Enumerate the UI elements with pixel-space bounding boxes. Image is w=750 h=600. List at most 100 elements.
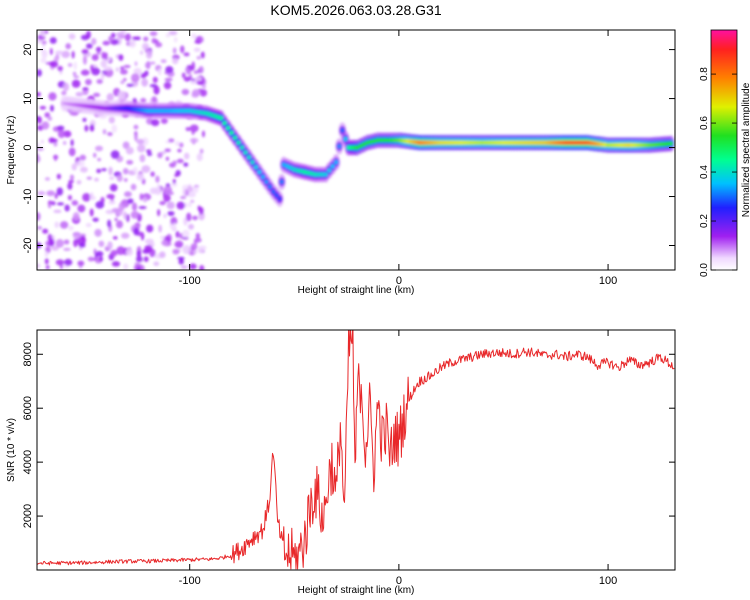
snr-y-ticks: 2000 4000 6000 8000: [22, 342, 675, 528]
spectrogram-ridge-core: [285, 164, 290, 169]
figure-title: KOM5.2026.063.03.28.G31: [270, 2, 441, 18]
spectrogram-ridge-core: [393, 138, 398, 143]
spectrogram-noise-blob: [87, 256, 95, 262]
spectrogram-noise-blob: [110, 38, 119, 45]
spectrogram-noise-blob: [200, 51, 205, 59]
spectrogram-noise-blob: [54, 193, 58, 199]
spectrogram-noise-blob: [110, 249, 118, 257]
spectrogram-ridge-core: [368, 139, 374, 145]
spectrogram-ridge-core: [668, 141, 674, 146]
spectrogram-noise-blob: [104, 52, 108, 61]
spectrogram-noise-blob: [49, 48, 53, 55]
spectrogram-noise-blob: [182, 229, 190, 238]
spectrogram-noise-blob: [114, 217, 118, 222]
spectrogram-ridge-core: [340, 128, 345, 133]
spectrogram-noise-blob: [104, 68, 114, 78]
spectrogram-noise-blob: [160, 59, 167, 64]
spectrogram-ridge-core: [302, 169, 307, 175]
spectrogram-noise-blob: [191, 61, 196, 71]
spectrogram-noise-blob: [79, 242, 86, 248]
spectrogram-ridge-core: [309, 171, 314, 176]
spectrogram-noise-blob: [157, 68, 162, 76]
spectrogram-noise-blob: [164, 148, 171, 153]
spectrogram-noise-blob: [108, 200, 116, 205]
spectrogram-noise-blob: [191, 33, 197, 39]
spectrogram-noise-blob: [196, 56, 201, 60]
spectrogram-noise-blob: [133, 81, 139, 86]
snr-series-line: [37, 330, 675, 570]
spectrogram-noise-blob: [168, 138, 175, 143]
spectrogram-noise-blob: [155, 175, 160, 183]
spectrogram-noise-blob: [199, 89, 208, 97]
spectrogram-noise-blob: [95, 46, 102, 53]
spectrogram-noise-blob: [179, 45, 185, 54]
spectrogram-noise-blob: [153, 261, 160, 267]
spectrogram-noise-blob: [174, 173, 179, 178]
spectrogram-noise-blob: [149, 187, 158, 195]
spectrogram-ridge-core: [316, 172, 321, 177]
spectrogram-noise-blob: [133, 67, 142, 76]
spectrogram-noise-blob: [129, 39, 137, 48]
spectrogram-noise-blob: [53, 154, 58, 162]
spectrogram-ridge-core: [243, 150, 248, 155]
spectrogram-ridge-core: [253, 164, 259, 170]
spectrogram-noise-blob: [111, 261, 121, 267]
spectrogram-noise-blob: [37, 225, 42, 230]
spectrogram-noise-blob: [136, 144, 146, 153]
spectrogram-ridge-core: [292, 167, 297, 172]
spectrogram-ridge-core: [319, 172, 325, 177]
spectrogram-noise-blob: [167, 211, 175, 217]
spectrogram-noise-blob: [89, 192, 94, 200]
spectrogram-noise-blob: [175, 230, 180, 238]
spectrogram-xlabel: Height of straight line (km): [298, 285, 415, 296]
spectrogram-noise-blob: [193, 238, 198, 245]
snr-ylabel: SNR (10 * v/v): [6, 418, 17, 482]
spectrogram-noise-blob: [55, 50, 64, 55]
spectrogram-noise-blob: [67, 62, 73, 67]
spectrogram-noise-blob: [102, 128, 107, 135]
y-tick-label: -10: [22, 189, 34, 205]
spectrogram-ridge-core: [264, 179, 269, 185]
spectrogram-noise-blob: [146, 224, 154, 233]
spectrogram-noise-blob: [56, 125, 65, 131]
spectrogram-ridge-core: [194, 109, 199, 114]
spectrogram-noise-blob: [161, 239, 168, 246]
spectrogram-noise-blob: [108, 116, 115, 124]
colorbar: 0.0 0.2 0.4 0.6 0.8 Normalized spectral ampl…: [699, 29, 750, 277]
spectrogram-noise-blob: [108, 35, 113, 42]
spectrogram-noise-blob: [196, 153, 203, 162]
spectrogram-noise-blob: [126, 83, 134, 87]
spectrogram-noise-blob: [172, 47, 177, 54]
spectrogram-ridge-core: [250, 160, 255, 165]
spectrogram-noise-blob: [153, 85, 160, 95]
y-tick-label: 0: [22, 144, 34, 150]
spectrogram-noise-blob: [172, 249, 180, 255]
spectrogram-noise-blob: [140, 264, 145, 270]
spectrogram-noise-blob: [192, 215, 198, 221]
spectrogram-noise-blob: [73, 61, 77, 70]
spectrogram-noise-blob: [186, 212, 192, 222]
spectrogram-noise-blob: [51, 138, 58, 143]
spectrogram-noise-blob: [107, 219, 112, 228]
spectrogram-noise-blob: [110, 150, 120, 159]
spectrogram-ridge-core: [299, 169, 304, 174]
spectrogram-noise-blob: [130, 183, 137, 191]
spectrogram-ridge-core: [232, 135, 238, 140]
spectrogram-noise-blob: [139, 50, 144, 55]
spectrogram-noise-blob: [56, 202, 65, 206]
spectrogram-noise-blob: [53, 141, 58, 147]
spectrogram-noise-blob: [37, 190, 46, 196]
spectrogram-noise-blob: [86, 43, 93, 49]
spectrogram-noise-blob: [194, 40, 201, 44]
spectrogram-y-ticks: -20 -10 0 10 20: [22, 43, 675, 253]
spectrogram-noise-blob: [142, 137, 149, 146]
spectrogram-noise-blob: [140, 72, 147, 79]
spectrogram-noise-blob: [164, 77, 173, 82]
spectrogram-ridge-core: [218, 115, 224, 121]
spectrogram-noise-blob: [99, 256, 103, 262]
spectrogram-noise-blob: [71, 200, 79, 206]
spectrogram-noise-blob: [199, 265, 205, 270]
spectrogram-ridge-core: [274, 193, 279, 198]
spectrogram-noise-blob: [120, 66, 124, 70]
spectrogram-noise-blob: [103, 66, 113, 71]
